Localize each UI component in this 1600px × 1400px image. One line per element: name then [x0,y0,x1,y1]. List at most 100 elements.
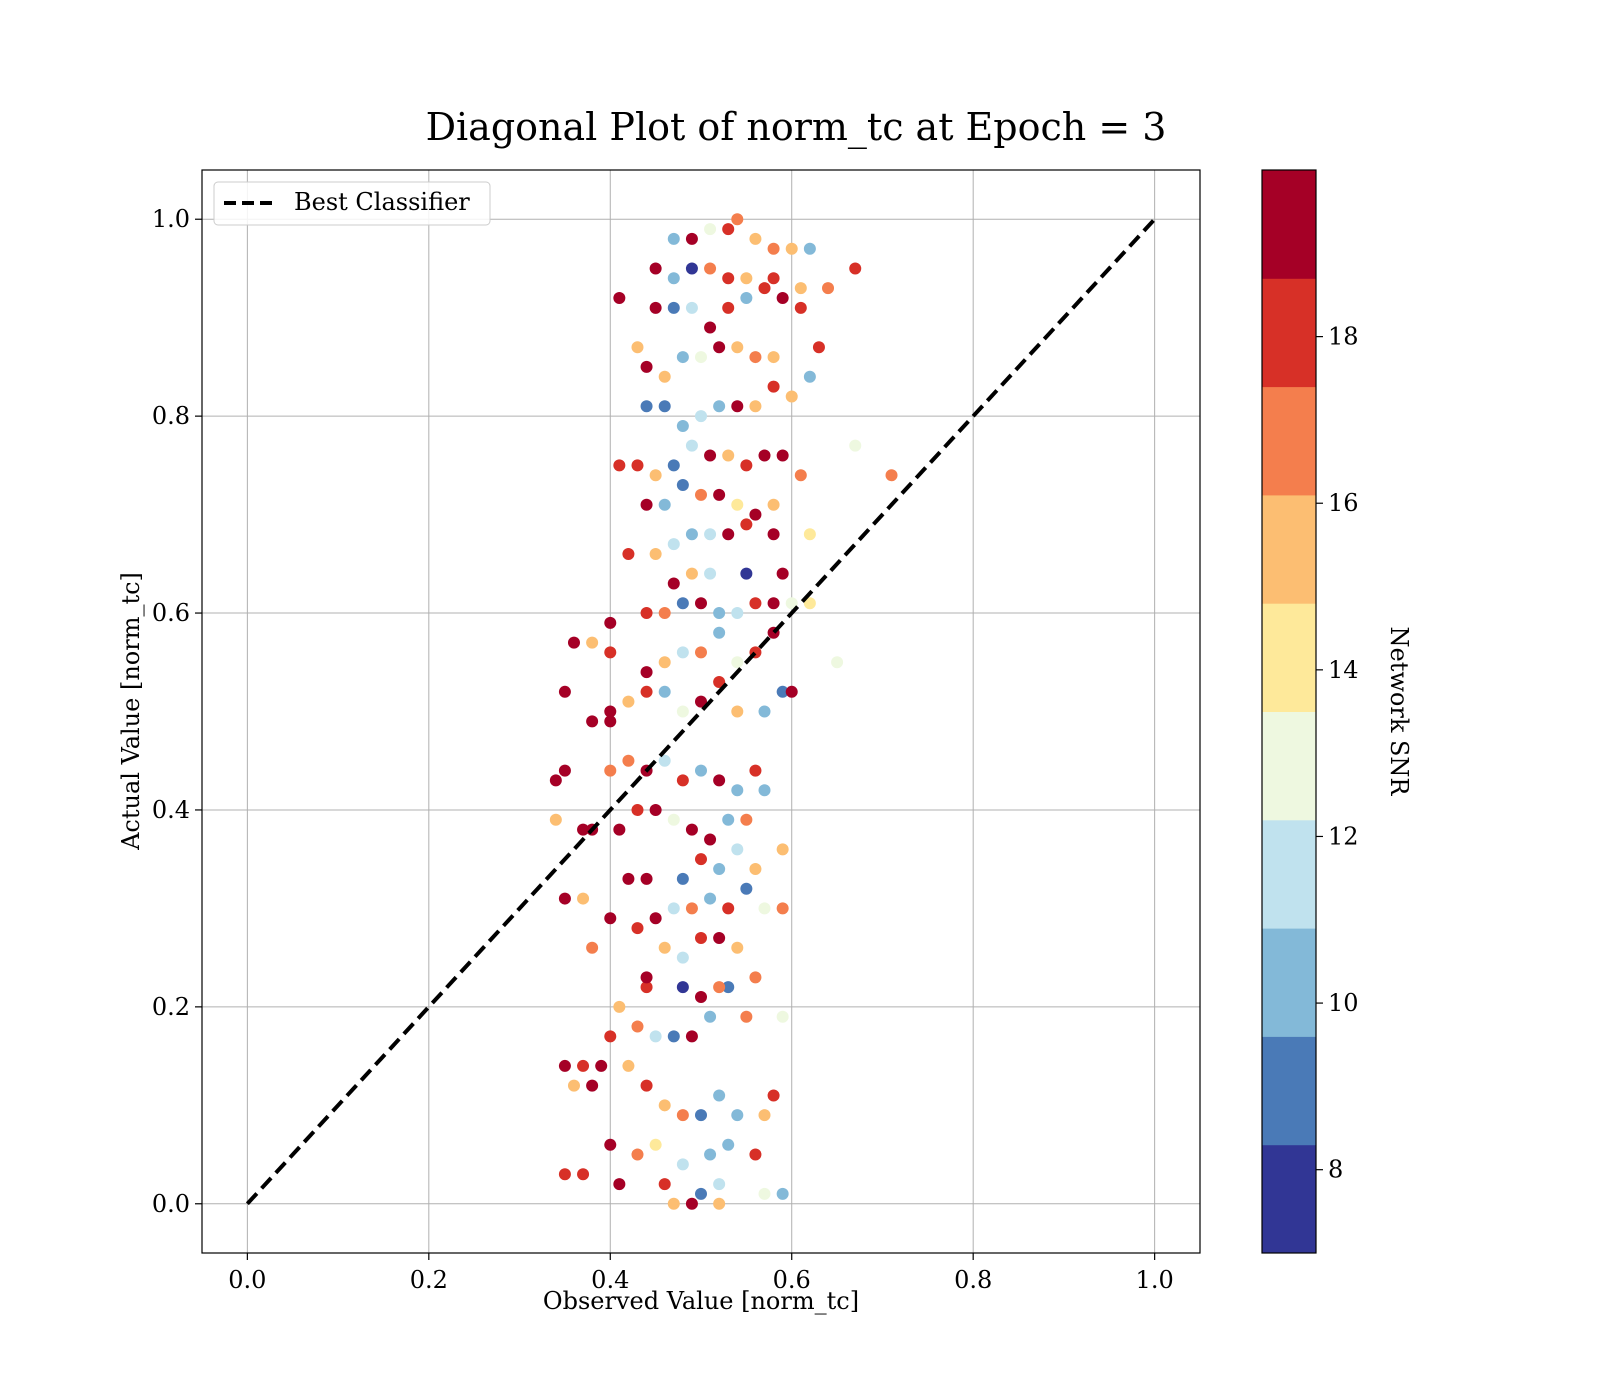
scatter-point [577,1168,590,1181]
scatter-point [731,843,744,856]
scatter-point [685,439,698,452]
scatter-point [776,902,789,915]
scatter-point [685,902,698,915]
scatter-point [722,223,735,236]
colorbar-bin [1262,278,1316,388]
scatter-point [667,301,680,314]
y-tick-label: 0.6 [152,599,190,627]
chart-title: Diagonal Plot of norm_tc at Epoch = 3 [426,105,1167,150]
scatter-point [640,981,653,994]
scatter-point [604,1030,617,1043]
scatter-point [622,872,635,885]
scatter-point [649,547,662,560]
scatter-point [604,616,617,629]
scatter-point [731,400,744,413]
scatter-point [676,981,689,994]
scatter-point [640,1079,653,1092]
scatter-point [704,449,717,462]
scatter-point [849,439,862,452]
scatter-point [758,1109,771,1122]
scatter-point [631,341,644,354]
y-tick-label: 0.4 [152,796,190,824]
scatter-point [613,459,626,472]
scatter-point [704,892,717,905]
scatter-point [586,1079,599,1092]
scatter-point [803,370,816,383]
scatter-point [695,1109,707,1122]
scatter-point [595,1059,608,1072]
scatter-point [776,567,789,580]
scatter-point [758,705,771,718]
scatter-point [676,419,689,432]
y-tick-label: 0.2 [152,993,190,1021]
scatter-point [794,301,807,314]
scatter-point [658,370,671,383]
scatter-point [685,1197,698,1210]
scatter-point [713,675,726,688]
legend: Best Classifier [213,181,491,226]
colorbar-bin [1262,1036,1316,1146]
x-tick-label: 0.0 [228,1266,266,1294]
scatter-point [695,931,707,944]
scatter-point [749,863,762,876]
scatter-point [685,528,698,541]
plot-area: 0.0 0.2 0.4 0.6 0.8 1.0 0.0 0.2 0.4 0.6 0.8 1.0 [152,169,1201,1294]
colorbar-bin [1262,170,1316,279]
scatter-point [676,1109,689,1122]
colorbar-bin [1262,494,1316,604]
scatter-point [767,498,780,511]
scatter-point [613,1000,626,1013]
scatter-point [731,656,744,669]
y-tick-label: 0.8 [152,402,190,430]
scatter-point [713,341,726,354]
colorbar-tick-label: 14 [1328,656,1359,684]
scatter-point [731,784,744,797]
scatter-point [695,488,707,501]
scatter-point [649,912,662,925]
scatter-point [713,1197,726,1210]
scatter-point [676,351,689,364]
scatter-point [767,528,780,541]
scatter-point [640,400,653,413]
scatter-point [785,597,798,610]
scatter-point [704,833,717,846]
scatter-point [658,685,671,698]
scatter-point [622,547,635,560]
colorbar-tick-label: 8 [1328,1156,1343,1184]
scatter-point [803,242,816,255]
scatter-point [604,764,617,777]
scatter-point [586,941,599,954]
scatter-point [695,991,707,1004]
scatter-point [722,1138,735,1151]
scatter-point [731,341,744,354]
scatter-point [803,597,816,610]
scatter-point [604,646,617,659]
scatter-point [667,459,680,472]
scatter-point [676,872,689,885]
y-tick-label: 0.0 [152,1190,190,1218]
scatter-point [622,754,635,767]
colorbar-bin [1262,603,1316,712]
scatter-point [749,764,762,777]
scatter-point [685,567,698,580]
scatter-point [640,607,653,620]
scatter-point [631,1148,644,1161]
colorbar-bin [1262,711,1316,821]
legend-label: Best Classifier [294,188,470,216]
scatter-point [713,863,726,876]
scatter-point [631,1020,644,1033]
scatter-point [722,449,735,462]
scatter-point [731,498,744,511]
scatter-point [749,351,762,364]
y-tick-label: 1.0 [152,205,190,233]
x-tick-label: 0.6 [773,1266,811,1294]
scatter-point [658,656,671,669]
scatter-point [803,528,816,541]
scatter-point [676,479,689,492]
colorbar-bin [1262,928,1316,1037]
scatter-point [704,567,717,580]
scatter-point [685,262,698,275]
scatter-point [685,823,698,836]
y-axis-label: Actual Value [norm_tc] [117,572,145,851]
legend-box [213,181,491,226]
